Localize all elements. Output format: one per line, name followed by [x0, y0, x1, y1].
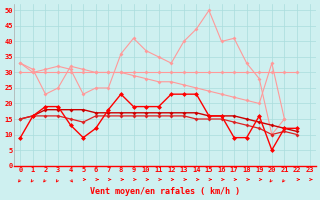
- X-axis label: Vent moyen/en rafales ( km/h ): Vent moyen/en rafales ( km/h ): [90, 187, 240, 196]
